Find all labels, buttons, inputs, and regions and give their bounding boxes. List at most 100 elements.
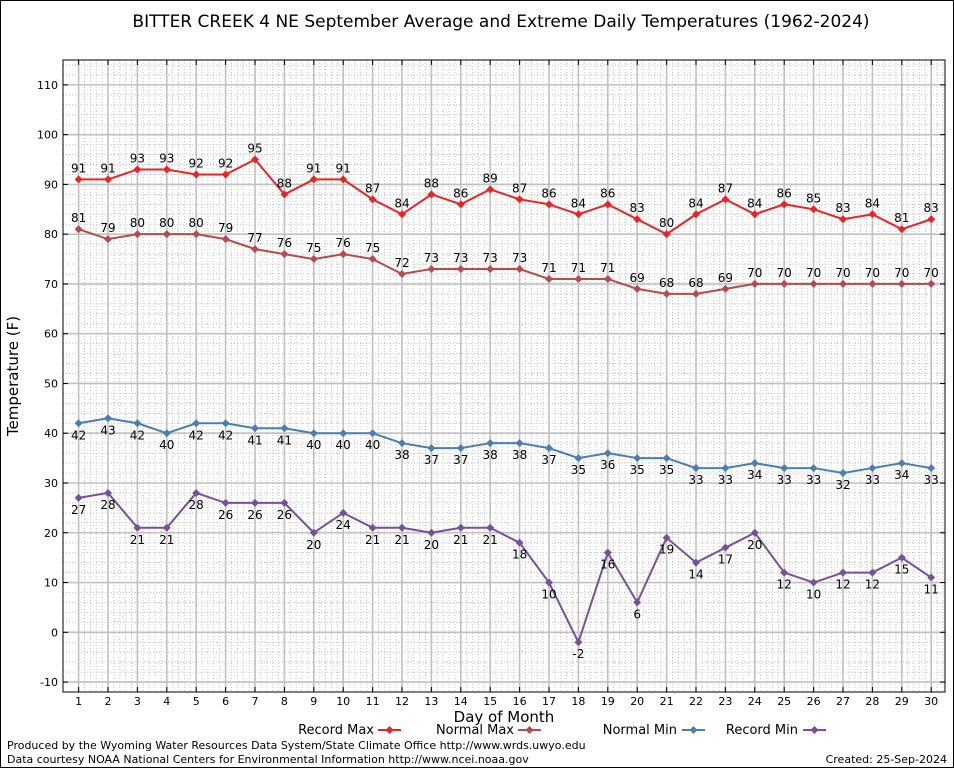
y-axis-ticks: -10 0 10 20 30 40 50 60 70 80 90 100 110 [37,79,945,689]
x-tick-label: 3 [134,695,141,708]
x-tick-label: 18 [571,695,585,708]
data-point [633,454,642,463]
data-point [368,255,377,264]
data-label: 71 [600,261,615,275]
data-point [74,225,83,234]
data-label: 37 [424,453,439,467]
data-point [104,414,112,423]
data-point [456,265,465,274]
data-point [927,215,936,224]
data-label: 10 [806,588,821,602]
data-label: 40 [306,438,321,452]
legend-marker [810,726,819,734]
data-label: 6 [633,607,641,621]
data-point [750,528,759,537]
data-label: 93 [159,151,174,165]
data-label: 38 [483,448,498,462]
y-tick-label: 60 [44,328,58,341]
data-point [692,289,700,298]
data-point [398,439,406,448]
data-label: 35 [571,463,586,477]
data-point [456,200,465,209]
data-point [545,274,553,283]
data-label: 84 [688,196,703,210]
x-tick-label: 19 [601,695,615,708]
data-point [809,205,818,214]
legend-marker [385,726,394,734]
data-point [339,429,348,438]
data-point [339,508,348,517]
x-tick-label: 1 [75,695,82,708]
x-tick-label: 16 [513,695,527,708]
x-tick-label: 4 [163,695,170,708]
data-point [692,210,700,219]
data-point [427,528,436,537]
data-point [133,523,142,532]
data-point [427,444,436,453]
data-point [456,523,465,532]
data-label: 88 [424,176,439,190]
data-label: 87 [365,181,380,195]
chart-title: BITTER CREEK 4 NE September Average and … [132,12,869,32]
series-line [78,417,932,475]
series-layer: 91 91 93 93 92 92 95 88 91 91 87 84 88 86 89 87 86 84 86 83… [71,142,939,662]
series-record-min: 27 28 21 21 28 26 26 26 20 24 21 21 20 21 21 18 10 -2 16 6 1… [71,488,939,661]
data-point [251,245,259,254]
data-label: 68 [659,276,674,290]
x-tick-label: 30 [924,695,938,708]
data-point [192,419,201,428]
data-label: 91 [336,161,351,175]
x-axis-ticks: 1 2 3 4 5 6 7 8 9 10 11 12 13 14 15 16 17 18 19 20 21 22 23 24 2… [75,60,938,708]
data-point [868,279,877,288]
data-point [398,269,406,278]
data-label: 34 [747,468,762,482]
x-tick-label: 6 [222,695,229,708]
data-point [927,573,936,582]
x-tick-label: 5 [193,695,200,708]
data-point [927,464,936,473]
data-point [780,200,789,209]
data-point [662,230,671,239]
data-point [133,419,142,428]
data-label: 73 [483,251,498,265]
data-point [192,170,201,179]
data-label: 42 [189,428,204,442]
data-label: 15 [894,563,909,577]
data-label: 26 [247,508,262,522]
x-tick-label: 9 [310,695,317,708]
x-tick-label: 11 [366,695,380,708]
data-point [280,250,289,259]
x-tick-label: 15 [483,695,497,708]
data-point [574,638,583,647]
data-point [633,598,642,607]
y-tick-label: 20 [44,527,58,540]
data-label: 76 [336,236,351,250]
data-point [633,215,642,224]
data-point [809,464,818,473]
data-point [280,190,289,199]
data-point [162,429,171,438]
data-label: 84 [571,196,586,210]
data-point [633,284,642,293]
data-label: 42 [71,428,86,442]
data-label: 84 [747,196,762,210]
data-point [486,439,495,448]
data-point [251,498,259,507]
data-point [574,274,583,283]
data-label: 83 [630,201,645,215]
data-label: 38 [394,448,409,462]
data-point [515,538,524,547]
x-tick-label: 17 [542,695,556,708]
data-label: 79 [218,221,233,235]
x-tick-label: 26 [807,695,821,708]
y-tick-label: 0 [51,626,58,639]
data-label: 21 [130,533,145,547]
data-point [692,464,700,473]
data-label: 83 [835,201,850,215]
data-point [162,523,171,532]
data-label: 91 [71,161,86,175]
footer-created: Created: 25-Sep-2024 [826,753,947,766]
data-point [192,230,201,239]
data-point [603,449,612,458]
data-point [574,210,583,219]
